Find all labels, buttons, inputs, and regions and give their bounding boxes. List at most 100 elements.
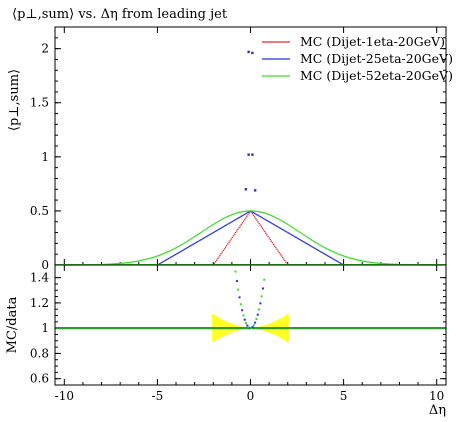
series-point — [192, 237, 194, 239]
series-point — [309, 238, 311, 240]
series-point — [326, 248, 328, 250]
series-point — [337, 261, 340, 263]
series-point — [281, 256, 284, 259]
ratio-point — [250, 327, 253, 330]
ratio-point — [235, 280, 238, 283]
series-point — [358, 259, 360, 261]
series-point — [298, 238, 300, 240]
series-point — [272, 215, 274, 218]
x-tick-label: 10 — [429, 389, 444, 403]
series-point — [297, 230, 299, 232]
series-point — [283, 258, 285, 260]
series-point — [373, 262, 375, 264]
series-point — [290, 225, 292, 228]
series-point — [236, 230, 238, 232]
series-point — [239, 211, 241, 213]
series-point — [146, 258, 148, 260]
series-point — [265, 232, 267, 234]
series-point — [184, 248, 187, 250]
central-point — [247, 153, 250, 156]
series-point — [351, 258, 354, 260]
series-point — [174, 247, 176, 250]
series-point — [376, 262, 378, 264]
series-point — [163, 260, 165, 262]
series-point — [263, 212, 265, 214]
series-point — [322, 246, 325, 248]
series-point — [271, 242, 274, 244]
series-point — [251, 210, 253, 212]
series-point — [236, 218, 238, 220]
series-point — [192, 243, 194, 245]
series-point — [299, 239, 302, 241]
series-point — [270, 222, 273, 224]
series-point — [245, 213, 247, 215]
series-point — [314, 247, 316, 250]
series-point — [341, 254, 344, 257]
series-point — [359, 259, 362, 262]
series-point — [275, 225, 277, 227]
series-point — [173, 254, 175, 256]
series-point — [341, 263, 343, 265]
central-point — [251, 153, 254, 156]
series-point — [325, 254, 327, 256]
series-point — [313, 241, 316, 243]
series-point — [369, 261, 372, 263]
series-point — [264, 212, 267, 215]
series-point — [200, 232, 202, 234]
ratio-point — [255, 318, 258, 321]
series-point — [164, 259, 166, 262]
series-point — [150, 257, 153, 259]
series-point — [336, 260, 338, 263]
series-point — [128, 261, 130, 264]
series-point — [226, 224, 228, 226]
chart-title: ⟨p⊥,sum⟩ vs. Δη from leading jet — [12, 7, 228, 22]
series-point — [298, 231, 300, 233]
series-point — [112, 263, 115, 265]
series-point — [148, 257, 150, 260]
ratio-point — [242, 314, 245, 317]
series-point — [220, 253, 222, 255]
series-point — [278, 218, 280, 220]
series-point — [232, 220, 235, 222]
series-point — [300, 232, 302, 234]
series-point — [258, 215, 260, 217]
series-point — [201, 238, 203, 240]
series-point — [312, 240, 315, 242]
series-point — [328, 256, 331, 258]
series-point — [348, 257, 350, 259]
series-point — [280, 228, 283, 230]
series-point — [177, 245, 179, 248]
series-point — [274, 224, 276, 226]
series-point — [360, 260, 363, 262]
series-point — [316, 249, 318, 251]
series-point — [325, 247, 327, 249]
series-2 — [55, 210, 446, 266]
series-point — [221, 226, 223, 229]
series-point — [198, 232, 201, 235]
series-point — [217, 229, 219, 231]
series-point — [336, 252, 338, 255]
ratio-point — [234, 270, 237, 273]
series-point — [165, 251, 167, 254]
series-point — [160, 253, 163, 256]
series-point — [183, 242, 185, 245]
series-point — [220, 219, 222, 221]
series-point — [163, 252, 165, 255]
series-point — [202, 230, 204, 232]
series-point — [229, 222, 231, 224]
series-point — [323, 252, 325, 255]
series-point — [269, 221, 271, 224]
series-point — [116, 263, 118, 265]
series-point — [217, 257, 219, 260]
series-point — [321, 245, 324, 248]
series-point — [176, 246, 178, 248]
series-point — [124, 262, 126, 264]
series-point — [218, 256, 220, 258]
series-point — [207, 235, 209, 237]
series-point — [257, 221, 259, 223]
main-y-tick-label: 0 — [41, 258, 49, 272]
series-point — [243, 218, 246, 221]
series-point — [145, 258, 147, 261]
series-point — [178, 252, 180, 254]
series-3 — [55, 210, 446, 266]
